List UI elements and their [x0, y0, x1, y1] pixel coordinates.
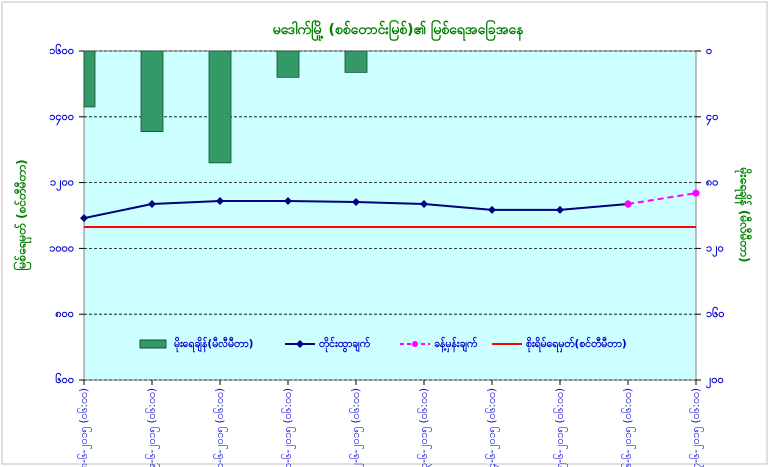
marker [420, 199, 428, 208]
y2-tick-label: ၄၀ [706, 110, 718, 126]
marker [488, 205, 496, 214]
legend-label: ခန့်မှန်းချက် [434, 337, 477, 353]
x-tick-label: ၁၉-၆-၂၀၁၅ (၀၆:၀၀) [145, 388, 160, 467]
y-tick-label: ၆၀၀ [55, 373, 74, 386]
marker [352, 198, 360, 207]
y-tick-label: ၁၀၀၀ [49, 241, 74, 254]
y-tick-label: ၁၂၀၀ [50, 176, 74, 192]
marker [624, 200, 632, 208]
legend-swatch [139, 339, 167, 349]
y2-tick-label: ၂၀၀ [706, 373, 724, 389]
x-tick-label: ၂၇-၆-၂၀၁၅ (၀၆:၀၀) [689, 388, 704, 467]
bar [344, 50, 368, 73]
y-axis-title: မြစ်ရေမှတ် (စင်တီမီတာ) [12, 159, 33, 270]
bar [83, 50, 96, 108]
y-tick-label: ၈၀၀ [55, 307, 74, 320]
bar [208, 50, 232, 164]
bar [140, 50, 164, 133]
marker [148, 199, 156, 208]
y2-tick-label: ၀ [706, 44, 712, 57]
y2-tick-label: ၁၂၀ [706, 241, 724, 257]
legend-marker [412, 341, 418, 347]
marker [692, 189, 700, 197]
x-tick-label: ၂၅-၆-၂၀၁၅ (၀၆:၀၀) [553, 388, 568, 467]
x-tick-label: ၂၃-၆-၂၀၁၅ (၀၆:၀၀) [417, 388, 432, 467]
y2-tick-label: ၁၆၀ [706, 307, 725, 320]
line [627, 192, 697, 205]
marker [216, 197, 224, 206]
bar [276, 50, 300, 78]
marker [284, 197, 292, 206]
legend-marker [296, 340, 304, 348]
y-tick-label: ၁၆၀၀ [49, 44, 74, 57]
marker [80, 214, 88, 223]
x-tick-label: ၂၄-၆-၂၀၁၅ (၀၆:၀၀) [485, 388, 500, 467]
y2-tick-label: ၈၀ [706, 176, 718, 189]
legend-label: တိုင်းထွာချက် [319, 337, 370, 353]
legend-label: စိုးရိမ်ရေမှတ်(စင်တီမီတာ) [526, 337, 627, 353]
x-tick-label: ၂၂-၆-၂၀၁၅ (၀၆:၀၀) [349, 388, 364, 467]
marker [556, 205, 564, 214]
y-tick-label: ၁၄၀၀ [49, 110, 74, 126]
chart-title: မဒေါက်မြို့ (စစ်တောင်းမြစ်)၏ မြစ်ရေအခြေအ… [273, 20, 525, 41]
plot-area [83, 50, 697, 381]
x-tick-label: ၂၁-၆-၂၀၁၅ (၀၆:၀၀) [281, 388, 296, 467]
y2-axis-title: မိုးရေချိန် (မီလီမီတာ) [734, 167, 754, 263]
x-tick-label: ၂၆-၆-၂၀၁၅ (၀၆:၀၀) [621, 388, 636, 467]
legend-label: မိုးရေချိန်(မီလီမီတာ) [174, 337, 253, 353]
x-tick-label: ၁၈-၆-၂၀၁၅ (၀၆:၀၀) [77, 388, 92, 467]
x-tick-label: ၂၀-၆-၂၀၁၅ (၀၆:၀၀) [213, 388, 228, 467]
